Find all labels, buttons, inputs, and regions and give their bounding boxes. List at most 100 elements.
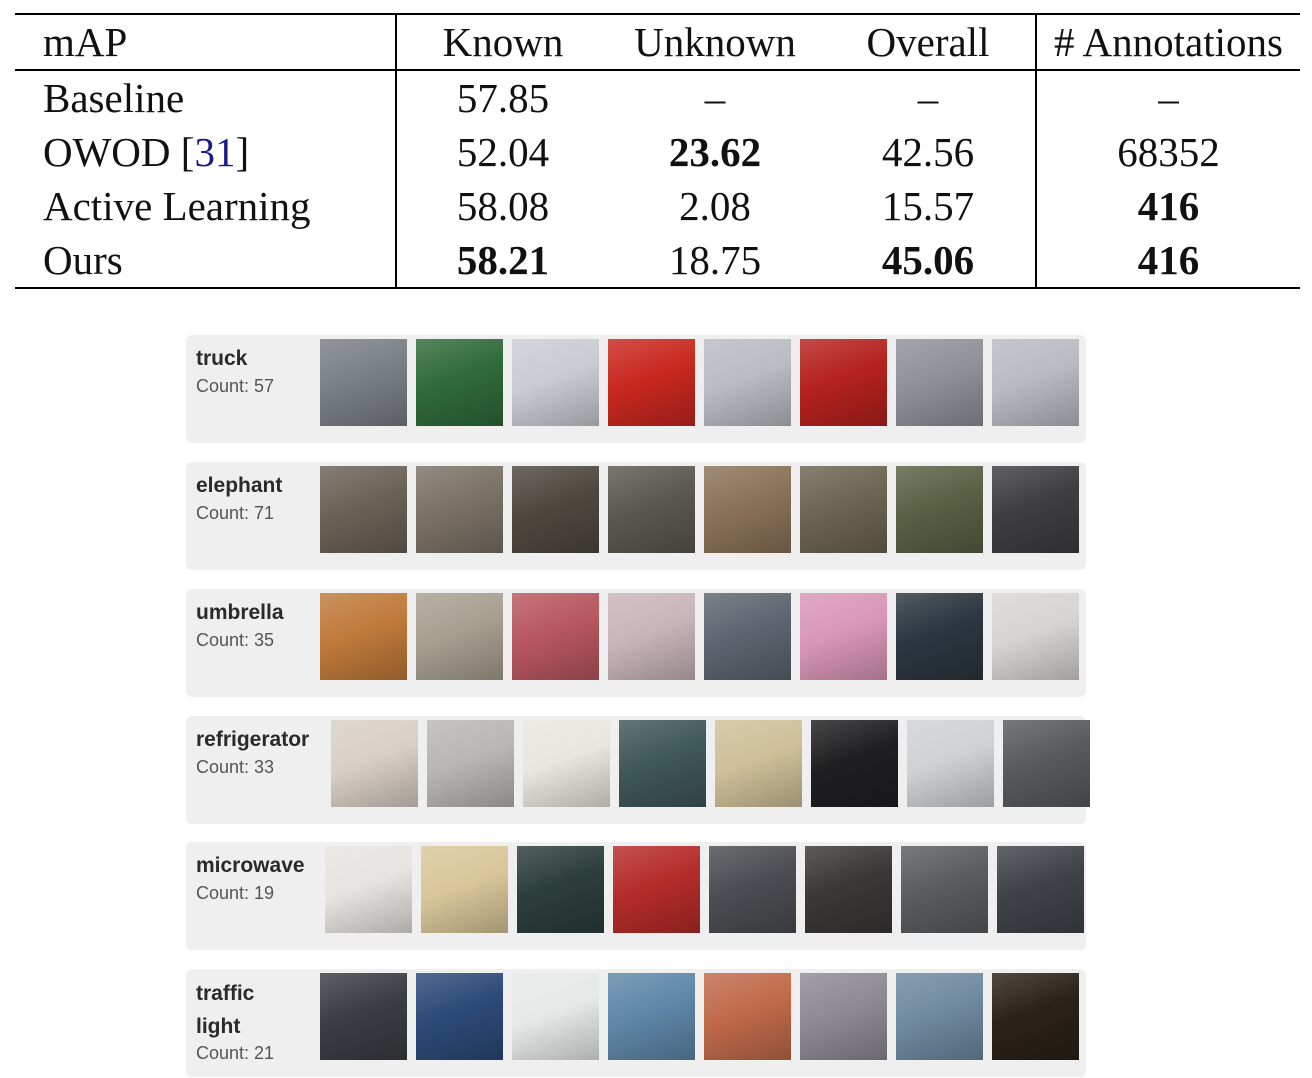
object-thumbnail[interactable] <box>896 593 983 680</box>
category-panel: umbrella Count: 35 <box>186 589 1086 697</box>
object-thumbnail[interactable] <box>800 973 887 1060</box>
object-thumbnail[interactable] <box>331 720 418 807</box>
object-thumbnail[interactable] <box>416 339 503 426</box>
object-thumbnail[interactable] <box>992 593 1079 680</box>
overall-cell: 42.56 <box>821 125 1037 179</box>
annotations-cell: – <box>1158 75 1179 121</box>
table-row: Baseline 57.85 – – – <box>15 70 1300 125</box>
object-thumbnail[interactable] <box>512 593 599 680</box>
method-cell: OWOD [31] <box>15 125 397 179</box>
method-name: Ours <box>43 237 123 283</box>
method-cell: Baseline <box>15 70 397 125</box>
header-unknown: Unknown <box>634 19 796 65</box>
category-count: Count: 71 <box>196 503 275 523</box>
known-cell: 57.85 <box>456 75 550 121</box>
object-thumbnail[interactable] <box>421 846 508 933</box>
object-thumbnail[interactable] <box>896 339 983 426</box>
object-thumbnail[interactable] <box>704 973 791 1060</box>
object-thumbnail[interactable] <box>517 846 604 933</box>
overall-cell: 45.06 <box>821 233 1037 288</box>
object-thumbnail[interactable] <box>619 720 706 807</box>
object-thumbnail[interactable] <box>992 973 1079 1060</box>
known-cell: 52.04 <box>456 129 550 175</box>
object-thumbnail[interactable] <box>800 466 887 553</box>
object-thumbnail[interactable] <box>715 720 802 807</box>
category-count: Count: 19 <box>196 883 275 903</box>
category-panel: truck Count: 57 <box>186 335 1086 443</box>
object-thumbnail[interactable] <box>800 339 887 426</box>
category-panel: microwave Count: 19 <box>186 842 1086 950</box>
object-thumbnail[interactable] <box>320 466 407 553</box>
unknown-cell: – <box>704 75 726 121</box>
object-thumbnail[interactable] <box>320 593 407 680</box>
method-name: Baseline <box>43 75 185 121</box>
object-thumbnail[interactable] <box>901 846 988 933</box>
unknown-cell: 23.62 <box>668 129 762 175</box>
object-thumbnail[interactable] <box>523 720 610 807</box>
method-cell: Active Learning <box>15 179 397 233</box>
annotations-cell: 416 <box>1137 183 1200 229</box>
category-name: truck <box>196 347 248 370</box>
header-map: mAP <box>15 14 397 70</box>
category-count: Count: 57 <box>196 376 275 396</box>
object-thumbnail[interactable] <box>608 466 695 553</box>
unknown-cell: 18.75 <box>668 237 762 283</box>
object-thumbnail[interactable] <box>896 466 983 553</box>
overall-cell: 15.57 <box>821 179 1037 233</box>
annotations-cell: 416 <box>1137 237 1200 283</box>
header-annotations: # Annotations <box>1054 19 1283 65</box>
header-overall: Overall <box>821 14 1037 70</box>
object-thumbnail[interactable] <box>427 720 514 807</box>
object-thumbnail[interactable] <box>704 339 791 426</box>
category-name: microwave <box>196 854 305 877</box>
object-thumbnail[interactable] <box>608 339 695 426</box>
object-thumbnail[interactable] <box>800 593 887 680</box>
object-thumbnail[interactable] <box>512 973 599 1060</box>
table-row: Active Learning 58.08 2.08 15.57 416 <box>15 179 1300 233</box>
category-count: Count: 35 <box>196 630 275 650</box>
unknown-cell: 2.08 <box>679 183 751 229</box>
object-thumbnail[interactable] <box>416 466 503 553</box>
category-name: refrigerator <box>196 728 310 751</box>
method-cell: Ours <box>15 233 397 288</box>
known-cell: 58.21 <box>456 237 550 283</box>
object-thumbnail[interactable] <box>811 720 898 807</box>
object-thumbnail[interactable] <box>613 846 700 933</box>
method-name: OWOD [ <box>43 129 195 175</box>
object-thumbnail[interactable] <box>907 720 994 807</box>
annotations-cell: 68352 <box>1117 129 1220 175</box>
known-cell: 58.08 <box>456 183 550 229</box>
category-panel: refrigerator Count: 33 <box>186 716 1090 824</box>
object-thumbnail[interactable] <box>325 846 412 933</box>
table-row: OWOD [31] 52.04 23.62 42.56 68352 <box>15 125 1300 179</box>
object-thumbnail[interactable] <box>704 466 791 553</box>
object-thumbnail[interactable] <box>512 466 599 553</box>
table-header-row: mAP Known Unknown Overall # Annotations <box>15 14 1300 70</box>
category-panel: traffic light Count: 21 <box>186 969 1086 1077</box>
header-known: Known <box>442 19 564 65</box>
object-thumbnail[interactable] <box>805 846 892 933</box>
object-thumbnail[interactable] <box>320 339 407 426</box>
object-thumbnail[interactable] <box>320 973 407 1060</box>
object-thumbnail[interactable] <box>992 339 1079 426</box>
citation-link[interactable]: 31 <box>194 129 236 175</box>
object-thumbnail[interactable] <box>416 593 503 680</box>
category-name: umbrella <box>196 601 284 624</box>
overall-cell: – <box>821 70 1037 125</box>
category-name: traffic light <box>196 982 255 1038</box>
table-row: Ours 58.21 18.75 45.06 416 <box>15 233 1300 288</box>
object-thumbnail[interactable] <box>896 973 983 1060</box>
object-thumbnail[interactable] <box>709 846 796 933</box>
citation-bracket: ] <box>235 129 250 175</box>
object-thumbnail[interactable] <box>997 846 1084 933</box>
object-thumbnail[interactable] <box>416 973 503 1060</box>
object-thumbnail[interactable] <box>992 466 1079 553</box>
object-thumbnail[interactable] <box>608 973 695 1060</box>
category-count: Count: 33 <box>196 757 275 777</box>
object-thumbnail[interactable] <box>512 339 599 426</box>
object-thumbnail[interactable] <box>704 593 791 680</box>
results-table: mAP Known Unknown Overall # Annotations … <box>15 13 1300 289</box>
object-thumbnail[interactable] <box>608 593 695 680</box>
object-thumbnail[interactable] <box>1003 720 1090 807</box>
category-panel: elephant Count: 71 <box>186 462 1086 570</box>
